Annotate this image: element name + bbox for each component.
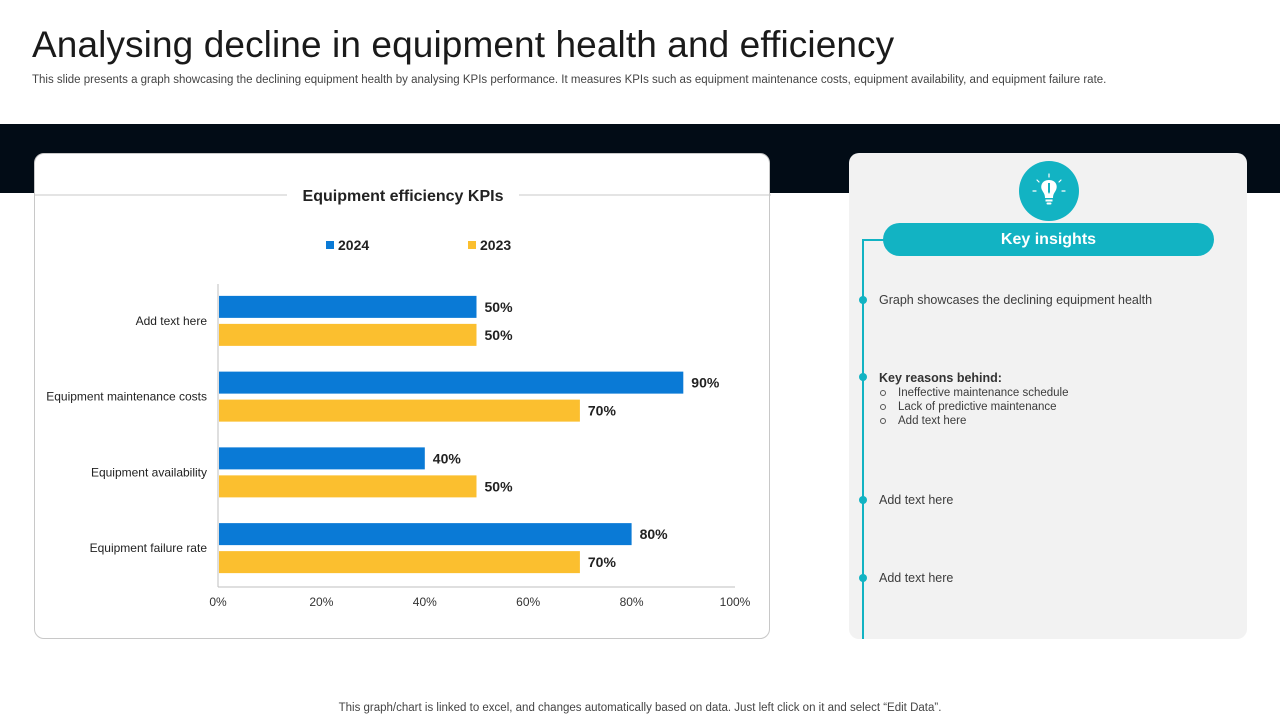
x-tick-label: 40% [413, 595, 437, 609]
x-tick-label: 80% [620, 595, 644, 609]
bar-2023 [219, 399, 580, 422]
category-label: Equipment failure rate [90, 541, 208, 555]
insight-item: Add text here [879, 571, 954, 585]
lightbulb-icon [1032, 173, 1066, 205]
bar-2023 [219, 475, 477, 498]
insight-item: Add text here [879, 493, 954, 507]
circle-bullet-icon [880, 390, 886, 396]
timeline-line [862, 239, 864, 639]
timeline-dot [859, 574, 867, 582]
timeline-dot [859, 296, 867, 304]
reason-item: Lack of predictive maintenance [879, 400, 1068, 414]
reasons-heading: Key reasons behind: [879, 371, 1002, 385]
key-insights-header: Key insights [883, 223, 1214, 256]
legend-label-2023: 2023 [480, 237, 511, 253]
x-tick-label: 20% [309, 595, 333, 609]
data-label: 80% [640, 526, 669, 542]
data-label: 50% [485, 299, 514, 315]
category-label: Equipment maintenance costs [46, 390, 207, 404]
bar-2024 [219, 523, 632, 546]
circle-bullet-icon [880, 418, 886, 424]
insight-item: Graph showcases the declining equipment … [879, 293, 1153, 307]
legend-swatch-2023 [468, 241, 476, 249]
bar-2023 [219, 551, 580, 574]
bar-2024 [219, 371, 684, 394]
insight-item-reasons: Key reasons behind: Ineffective maintena… [879, 371, 1068, 428]
data-label: 50% [485, 327, 514, 343]
reason-text: Lack of predictive maintenance [898, 401, 1057, 413]
data-label: 50% [485, 478, 514, 494]
key-insights-panel: Key insights Graph showcases the declini… [849, 153, 1247, 639]
legend-swatch-2024 [326, 241, 334, 249]
lightbulb-badge [1019, 161, 1079, 221]
category-label: Add text here [136, 314, 208, 328]
circle-bullet-icon [880, 404, 886, 410]
timeline-connector [862, 239, 884, 241]
chart-card: Equipment efficiency KPIs 2024 2023 0% 20% 40… [34, 153, 771, 639]
x-tick-label: 100% [720, 595, 751, 609]
reasons-list: Ineffective maintenance schedule Lack of… [879, 386, 1068, 428]
timeline-dot [859, 373, 867, 381]
bar-2024 [219, 447, 425, 470]
page-subtitle: This slide presents a graph showcasing t… [32, 74, 1107, 86]
timeline-dot [859, 496, 867, 504]
reason-item: Add text here [879, 414, 1068, 428]
footer-note: This graph/chart is linked to excel, and… [338, 702, 942, 714]
reason-item: Ineffective maintenance schedule [879, 386, 1068, 400]
legend-label-2024: 2024 [338, 237, 369, 253]
data-label: 70% [588, 554, 617, 570]
category-label: Equipment availability [91, 465, 207, 479]
chart-title: Equipment efficiency KPIs [303, 188, 504, 205]
data-label: 90% [691, 375, 720, 391]
bar-chart: Equipment efficiency KPIs 2024 2023 0% 20% 40… [35, 188, 771, 609]
bar-2023 [219, 323, 477, 346]
bar-2024 [219, 295, 477, 318]
reason-text: Add text here [898, 415, 967, 427]
page-title: Analysing decline in equipment health an… [32, 24, 895, 65]
data-label: 40% [433, 450, 462, 466]
x-tick-label: 60% [516, 595, 540, 609]
x-tick-label: 0% [209, 595, 227, 609]
reason-text: Ineffective maintenance schedule [898, 387, 1069, 399]
data-label: 70% [588, 403, 617, 419]
